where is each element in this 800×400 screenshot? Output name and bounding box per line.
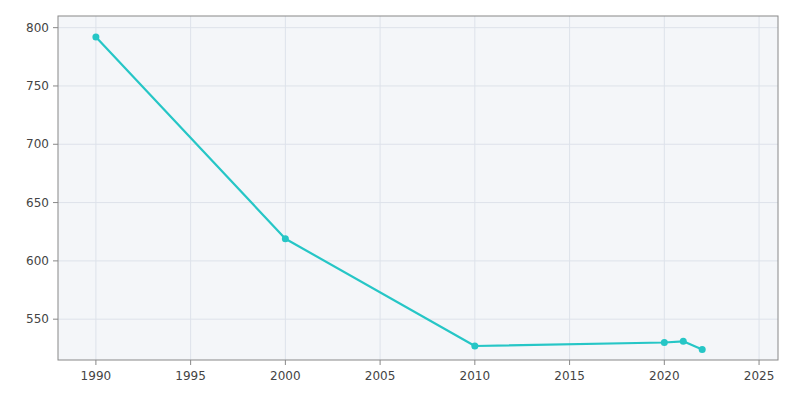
chart-container: 1990 1995 2000 2005 2010 2015 2020 2025 550 600 65… xyxy=(0,0,800,400)
chart-svg: 1990 1995 2000 2005 2010 2015 2020 2025 550 600 65… xyxy=(0,0,800,400)
y-tick xyxy=(53,144,58,145)
y-tick xyxy=(53,85,58,86)
x-grid-line xyxy=(569,16,570,360)
grid xyxy=(58,16,778,360)
y-grid-line xyxy=(58,202,778,203)
x-tick xyxy=(759,360,760,365)
x-grid-line xyxy=(759,16,760,360)
x-tick xyxy=(95,360,96,365)
x-tick xyxy=(569,360,570,365)
x-grid-line xyxy=(190,16,191,360)
point xyxy=(92,33,99,40)
x-grid-line xyxy=(95,16,96,360)
x-grid-line xyxy=(474,16,475,360)
series xyxy=(92,33,705,353)
x-tick-label: 2015 xyxy=(554,369,585,383)
x-tick-label: 1990 xyxy=(81,369,112,383)
x-tick-label: 2025 xyxy=(744,369,775,383)
y-tick-label: 800 xyxy=(26,21,49,35)
x-grid-line xyxy=(664,16,665,360)
y-grid-line xyxy=(58,144,778,145)
x-tick xyxy=(664,360,665,365)
x-tick-label: 2005 xyxy=(365,369,396,383)
plot-frame xyxy=(58,16,778,360)
x-tick xyxy=(190,360,191,365)
y-grid-line xyxy=(58,260,778,261)
y-tick-label: 550 xyxy=(26,312,49,326)
y-tick xyxy=(53,319,58,320)
x-tick-label: 2000 xyxy=(270,369,301,383)
y-tick-label: 650 xyxy=(26,196,49,210)
x-tick-label: 1995 xyxy=(175,369,206,383)
y-grid-line xyxy=(58,319,778,320)
x-grid-line xyxy=(380,16,381,360)
tick-labels: 1990 1995 2000 2005 2010 2015 2020 2025 550 600 65… xyxy=(26,21,774,383)
x-tick xyxy=(285,360,286,365)
x-tick xyxy=(380,360,381,365)
line xyxy=(96,37,702,350)
x-grid-line xyxy=(285,16,286,360)
x-tick xyxy=(474,360,475,365)
y-tick xyxy=(53,202,58,203)
point xyxy=(680,338,687,345)
y-grid-line xyxy=(58,85,778,86)
x-tick-label: 2020 xyxy=(649,369,680,383)
y-tick-label: 750 xyxy=(26,79,49,93)
point xyxy=(699,346,706,353)
y-tick-label: 600 xyxy=(26,254,49,268)
y-grid-line xyxy=(58,27,778,28)
y-tick xyxy=(53,260,58,261)
point xyxy=(282,235,289,242)
plot-area xyxy=(58,16,778,360)
y-tick xyxy=(53,27,58,28)
point xyxy=(471,343,478,350)
y-tick-label: 700 xyxy=(26,137,49,151)
x-tick-label: 2010 xyxy=(460,369,491,383)
point xyxy=(661,339,668,346)
